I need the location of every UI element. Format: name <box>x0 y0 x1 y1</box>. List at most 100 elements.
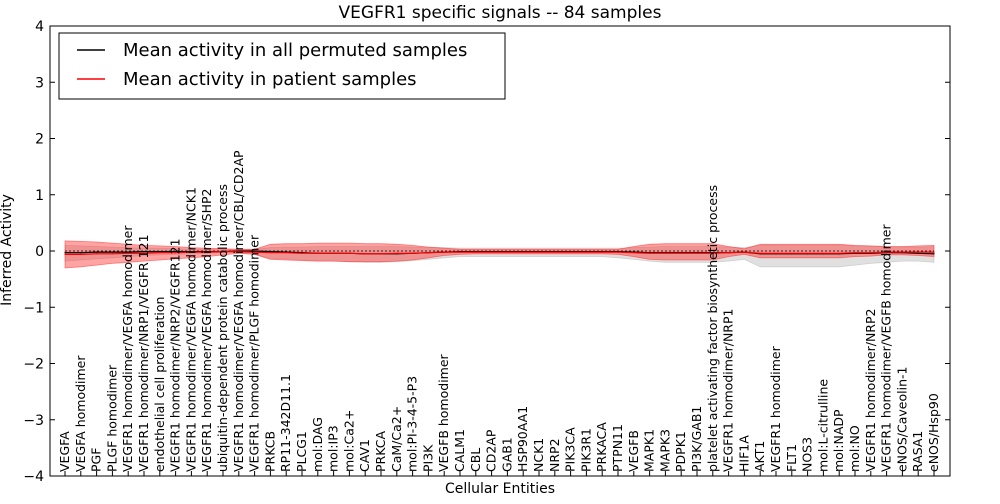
data-point <box>649 252 651 254</box>
x-tick-label: PLCG1 <box>294 431 309 472</box>
data-point <box>870 252 872 254</box>
data-point <box>917 252 919 254</box>
x-tick-label: mol:PI-3-4-5-P3 <box>405 376 420 472</box>
x-tick-label: PLGF homodimer <box>104 364 119 472</box>
x-tick-label: PI3K <box>420 444 435 472</box>
data-point <box>127 252 129 254</box>
chart-title: VEGFR1 specific signals -- 84 samples <box>339 3 662 23</box>
x-tick-label: PIK3CA <box>563 427 578 472</box>
data-point <box>364 253 366 255</box>
data-point <box>64 253 66 255</box>
data-point <box>854 252 856 254</box>
x-tick-label: ubiquitin-dependent protein catabolic pr… <box>215 184 230 472</box>
data-point <box>333 252 335 254</box>
data-point <box>838 252 840 254</box>
data-point <box>775 252 777 254</box>
data-point <box>380 253 382 255</box>
data-point <box>886 251 888 253</box>
data-point <box>807 252 809 254</box>
y-tick-label: −3 <box>23 413 44 429</box>
x-tick-label: PIK3R1 <box>578 428 593 472</box>
data-point <box>506 251 508 253</box>
x-tick-label: CBL <box>468 448 483 472</box>
x-tick-label: mol:NO <box>847 425 862 472</box>
data-point <box>443 251 445 253</box>
x-tick-label: MAPK3 <box>657 429 672 472</box>
x-tick-label: PRKACA <box>594 422 609 472</box>
x-tick-label: VEGFR1 homodimer <box>768 345 783 472</box>
legend-label: Mean activity in all permuted samples <box>123 40 467 61</box>
x-tick-label: MAPK1 <box>642 429 657 472</box>
y-axis-label: Inferred Activity <box>0 194 15 306</box>
x-tick-label: eNOS/Caveolin-1 <box>894 367 909 472</box>
data-point <box>127 251 129 253</box>
x-tick-label: RP11-342D11.1 <box>278 374 293 472</box>
x-tick-label: NCK1 <box>531 438 546 472</box>
data-point <box>933 251 935 253</box>
x-tick-label: CaM/Ca2+ <box>389 406 404 472</box>
data-point <box>412 252 414 254</box>
data-point <box>491 251 493 253</box>
data-point <box>396 252 398 254</box>
x-tick-label: VEGFR1 homodimer/VEGFA homodimer/NCK1 <box>183 187 198 472</box>
x-tick-label: VEGFA homodimer <box>73 355 88 472</box>
data-point <box>96 251 98 253</box>
data-point <box>111 253 113 255</box>
y-tick-label: −4 <box>23 469 44 485</box>
data-point <box>111 251 113 253</box>
data-point <box>175 250 177 253</box>
data-point <box>96 253 98 255</box>
data-point <box>554 251 556 253</box>
data-point <box>743 251 746 253</box>
plot-frame <box>49 25 951 477</box>
x-tick-label: RASA1 <box>910 431 925 472</box>
x-tick-label: eNOS/Hsp90 <box>926 393 941 472</box>
x-tick-label: mol:L-citrulline <box>815 379 830 472</box>
data-point <box>901 251 904 253</box>
x-tick-label: VEGFR1 homodimer/VEGFA homodimer/CBL/CD2… <box>231 150 246 472</box>
x-tick-label: endothelial cell proliferation <box>152 297 167 472</box>
data-point <box>728 252 730 254</box>
data-point <box>190 251 192 253</box>
x-tick-label: AKT1 <box>752 441 767 472</box>
y-tick-label: 0 <box>35 244 44 260</box>
x-tick-label: PDPK1 <box>673 431 688 472</box>
x-tick-label: PI3K/GAB1 <box>689 406 704 472</box>
x-tick-label: NOS3 <box>800 437 815 472</box>
x-tick-label: VEGFB homodimer <box>436 353 451 472</box>
x-tick-label: VEGFA <box>57 431 72 472</box>
x-tick-label: PRKCB <box>262 431 277 472</box>
x-tick-label: mol:DAG <box>310 417 325 472</box>
data-point <box>301 252 303 254</box>
x-tick-label: PRKCA <box>373 431 388 472</box>
y-tick-label: 2 <box>35 132 44 148</box>
y-tick-label: 3 <box>35 75 44 91</box>
data-point <box>601 251 603 253</box>
data-point <box>933 253 935 255</box>
data-point <box>475 251 477 253</box>
data-point <box>348 252 350 254</box>
data-point <box>143 252 145 254</box>
y-tick-label: 4 <box>35 19 44 35</box>
data-point <box>522 251 524 253</box>
x-tick-label: VEGFR1 homodimer/VEGFB homodimer <box>879 224 894 472</box>
x-tick-label: HIF1A <box>736 435 751 472</box>
data-point <box>427 252 429 254</box>
data-point <box>585 251 588 253</box>
x-tick-label: platelet activating factor biosynthetic … <box>705 185 720 472</box>
x-tick-label: CAV1 <box>357 439 372 472</box>
data-point <box>222 250 224 253</box>
x-tick-label: VEGFR1 homodimer/NRP1 <box>721 309 736 472</box>
data-point <box>633 252 635 254</box>
band-patient <box>64 240 935 269</box>
data-point <box>759 252 761 254</box>
data-point <box>159 252 161 254</box>
legend: Mean activity in all permuted samples Mea… <box>58 32 506 100</box>
data-point <box>664 252 667 254</box>
x-tick-label: VEGFR1 homodimer/NRP2 <box>863 309 878 472</box>
data-point <box>317 252 319 254</box>
x-tick-label: GAB1 <box>499 437 514 472</box>
data-point <box>791 252 793 254</box>
x-tick-label: VEGFR1 homodimer/VEGFA homodimer/SHP2 <box>199 188 214 472</box>
